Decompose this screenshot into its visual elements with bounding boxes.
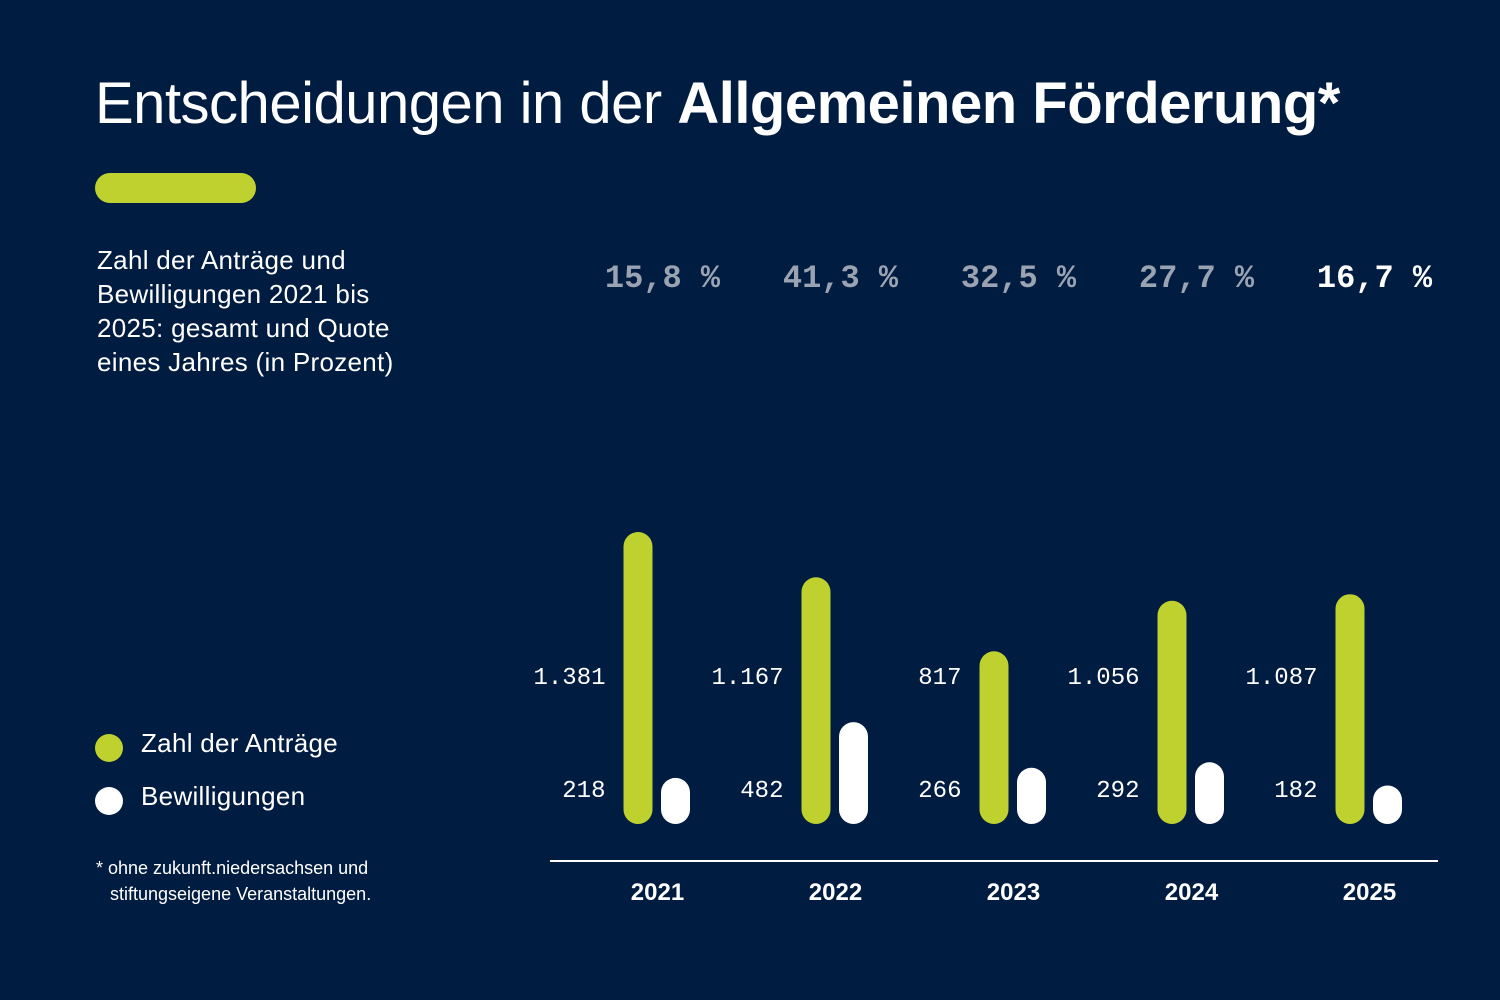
accent-bar xyxy=(95,173,256,203)
year-label-2023: 2023 xyxy=(987,879,1040,906)
year-label-2024: 2024 xyxy=(1165,879,1219,906)
bar-antraege-2021 xyxy=(623,532,653,824)
label-antraege-2024: 1.056 xyxy=(1067,665,1139,692)
label-antraege-2021: 1.381 xyxy=(533,665,605,692)
rate-2023: 32,5 % xyxy=(961,260,1077,297)
label-antraege-2022: 1.167 xyxy=(711,665,783,692)
year-label-2021: 2021 xyxy=(631,879,684,906)
bar-bewilligungen-2023 xyxy=(1017,767,1046,824)
footnote-line-1: * ohne zukunft.niedersachsen und xyxy=(96,858,369,878)
label-bewilligungen-2021: 218 xyxy=(562,778,605,805)
label-antraege-2025: 1.087 xyxy=(1245,665,1317,692)
rate-2021: 15,8 % xyxy=(605,260,721,297)
legend-label-antraege: Zahl der Anträge xyxy=(141,728,339,758)
bar-bewilligungen-2025 xyxy=(1373,785,1402,824)
rate-2024: 27,7 % xyxy=(1139,260,1255,297)
legend-dot-antraege xyxy=(95,734,123,762)
footnote: * ohne zukunft.niedersachsen und stiftun… xyxy=(96,855,436,907)
year-label-2025: 2025 xyxy=(1343,879,1396,906)
label-bewilligungen-2023: 266 xyxy=(918,778,961,805)
chart-subtitle: Zahl der Anträge und Bewilligungen 2021 … xyxy=(97,245,394,377)
label-antraege-2023: 817 xyxy=(918,665,961,692)
rate-2025: 16,7 % xyxy=(1317,260,1433,297)
bar-antraege-2025 xyxy=(1335,594,1365,824)
label-bewilligungen-2025: 182 xyxy=(1274,778,1317,805)
bar-antraege-2022 xyxy=(801,577,831,824)
bar-bewilligungen-2022 xyxy=(839,722,868,824)
bar-antraege-2024 xyxy=(1157,600,1187,824)
bar-antraege-2023 xyxy=(979,651,1009,824)
legend-dot-bewilligungen xyxy=(95,787,123,815)
label-bewilligungen-2024: 292 xyxy=(1096,778,1139,805)
footnote-line-2: stiftungseigene Veranstaltungen. xyxy=(110,884,372,904)
label-bewilligungen-2022: 482 xyxy=(740,778,783,805)
chart-title: Entscheidungen in der Allgemeinen Förder… xyxy=(95,72,1340,136)
title-bold: Allgemeinen Förderung* xyxy=(677,71,1340,136)
legend-label-bewilligungen: Bewilligungen xyxy=(141,781,306,811)
title-regular: Entscheidungen in der xyxy=(95,71,678,136)
bar-bewilligungen-2021 xyxy=(661,777,690,824)
bar-bewilligungen-2024 xyxy=(1195,762,1224,824)
year-label-2022: 2022 xyxy=(809,879,862,906)
rate-2022: 41,3 % xyxy=(783,260,899,297)
